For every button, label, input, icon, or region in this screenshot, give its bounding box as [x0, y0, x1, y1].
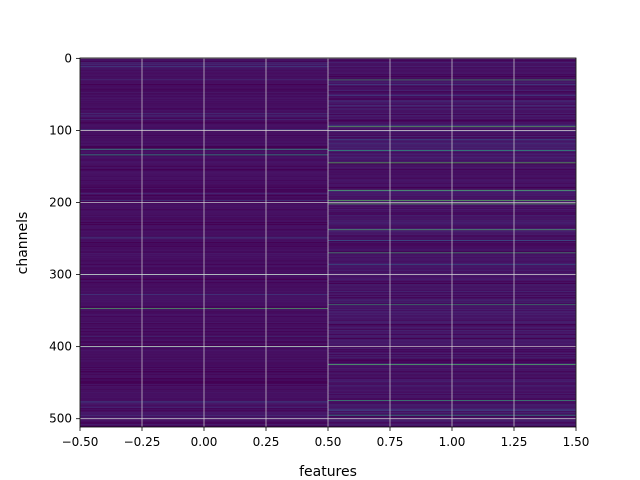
y-tick-label: 0: [64, 51, 72, 65]
y-tick-label: 300: [49, 268, 72, 282]
x-tick-label: 0.00: [191, 435, 218, 449]
x-tick-label: 1.00: [439, 435, 466, 449]
x-tick-label: 0.25: [253, 435, 280, 449]
x-tick-label: 0.75: [377, 435, 404, 449]
y-axis: 0 100 200 300 400 500: [49, 51, 80, 426]
x-axis: −0.50 −0.25 0.00 0.25 0.50 0.75 1.00 1.25 1.50: [62, 427, 590, 449]
x-tick-label: 1.50: [563, 435, 590, 449]
y-tick-label: 500: [49, 412, 72, 426]
y-axis-label: channels: [15, 212, 31, 275]
grid-lines: [79, 57, 577, 427]
x-tick-label: 1.25: [501, 435, 528, 449]
x-axis-label: features: [299, 464, 357, 480]
x-tick-label: −0.25: [124, 435, 161, 449]
y-tick-label: 100: [49, 123, 72, 137]
y-tick-label: 200: [49, 196, 72, 210]
y-tick-label: 400: [49, 340, 72, 354]
x-tick-label: −0.50: [62, 435, 99, 449]
x-tick-label: 0.50: [315, 435, 342, 449]
